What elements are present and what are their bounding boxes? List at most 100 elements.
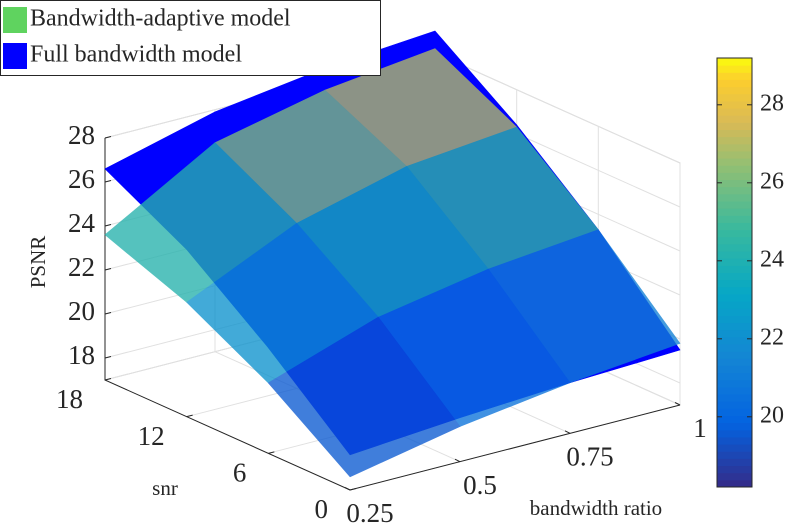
colorbar-cell	[717, 301, 752, 309]
surface	[104, 48, 681, 478]
legend-label: Bandwidth-adaptive model	[30, 6, 291, 32]
colorbar-cell	[717, 358, 752, 366]
colorbar-cell	[717, 329, 752, 338]
colorbar-cell	[717, 251, 752, 259]
colorbar-cell	[717, 179, 752, 188]
x-tick	[564, 430, 571, 434]
colorbar-cell	[717, 229, 752, 238]
colorbar-tick-label: 26	[760, 168, 784, 194]
colorbar-cell	[717, 86, 752, 95]
y-axis-label: snr	[152, 476, 178, 500]
colorbar-cell	[717, 458, 752, 467]
colorbar-cell	[717, 472, 752, 481]
colorbar-cell	[717, 444, 752, 452]
colorbar-tick-label: 20	[760, 402, 784, 428]
colorbar-cell	[717, 172, 752, 181]
colorbar-cell	[717, 186, 752, 195]
colorbar-cell	[717, 165, 752, 173]
y-tick-label: 12	[138, 421, 165, 451]
axis-line	[104, 138, 681, 491]
z-tick	[104, 224, 112, 227]
colorbar-cell	[717, 322, 752, 331]
colorbar-cell	[717, 158, 752, 166]
colorbar-cell	[717, 150, 752, 159]
colorbar-cell	[717, 308, 752, 316]
colorbar-cell	[717, 372, 752, 381]
colorbar-tick-label: 28	[760, 90, 784, 116]
y-tick-label: 6	[233, 458, 247, 488]
colorbar-cell	[717, 451, 752, 459]
y-tick	[349, 488, 357, 491]
z-tick	[104, 356, 112, 359]
colorbar-cell	[717, 336, 752, 345]
legend-swatch	[3, 43, 27, 69]
z-tick	[104, 312, 112, 315]
colorbar-cell	[717, 193, 752, 202]
colorbar-cell	[717, 394, 752, 402]
colorbar-cell	[717, 258, 752, 266]
colorbar-cell	[717, 222, 752, 231]
colorbar-cell	[717, 265, 752, 273]
x-tick	[674, 402, 681, 406]
y-tick	[104, 378, 112, 381]
colorbar-cell	[717, 379, 752, 388]
x-tick-label: 1	[693, 413, 707, 443]
colorbar-tick-label: 24	[760, 246, 784, 272]
z-tick-label: 26	[68, 164, 95, 194]
y-tick	[186, 414, 193, 418]
colorbar-cell	[717, 215, 752, 223]
colorbar-cell	[717, 79, 752, 88]
y-tick	[268, 451, 275, 454]
legend-swatch	[3, 7, 27, 33]
colorbar-frame	[716, 57, 753, 488]
colorbar-cell	[717, 315, 752, 324]
colorbar-cell	[717, 386, 752, 395]
z-tick-label: 18	[68, 340, 95, 370]
z-tick	[104, 180, 112, 183]
colorbar-cell	[717, 465, 752, 474]
colorbar-cell	[717, 236, 752, 245]
colorbar-cell	[717, 408, 752, 416]
colorbar-cell	[717, 479, 752, 488]
colorbar-cell	[717, 72, 752, 80]
colorbar-cell	[717, 243, 752, 252]
colorbar-cell	[717, 136, 752, 145]
z-tick-label: 22	[68, 252, 95, 282]
colorbar-cell	[717, 129, 752, 138]
z-axis-label: PSNR	[26, 236, 50, 289]
colorbar-cell	[717, 436, 752, 445]
colorbar-cell	[717, 429, 752, 438]
colorbar-cell	[717, 365, 752, 374]
colorbar-cell	[717, 65, 752, 73]
z-tick-label: 28	[68, 120, 95, 150]
legend-label: Full bandwidth model	[30, 42, 242, 68]
colorbar-cell	[717, 201, 752, 209]
colorbar-cell	[717, 422, 752, 431]
colorbar-cell	[717, 344, 752, 352]
x-tick-label: 0.5	[463, 470, 497, 500]
colorbar-cell	[717, 415, 752, 424]
colorbar-cell	[717, 286, 752, 295]
colorbar-cell	[717, 93, 752, 102]
colorbar-cell	[717, 272, 752, 281]
x-tick-label: 0.25	[346, 498, 393, 528]
colorbar-cell	[717, 208, 752, 216]
y-tick-label: 0	[315, 494, 329, 524]
z-tick-label: 20	[68, 296, 95, 326]
colorbar-cell	[717, 401, 752, 409]
colorbar-tick-label: 22	[760, 324, 784, 350]
z-tick	[104, 268, 112, 271]
colorbar-cell	[717, 293, 752, 302]
z-tick-label: 24	[68, 208, 96, 238]
x-tick-label: 0.75	[566, 442, 613, 472]
colorbar-cell	[717, 143, 752, 152]
x-tick	[344, 487, 351, 491]
x-axis-label: bandwidth ratio	[530, 496, 662, 520]
colorbar-cell	[717, 58, 752, 66]
colorbar-cell	[717, 122, 752, 130]
x-tick	[454, 458, 461, 463]
y-tick-label: 18	[56, 384, 83, 414]
colorbar-cell	[717, 100, 752, 109]
legend-box	[0, 0, 381, 76]
